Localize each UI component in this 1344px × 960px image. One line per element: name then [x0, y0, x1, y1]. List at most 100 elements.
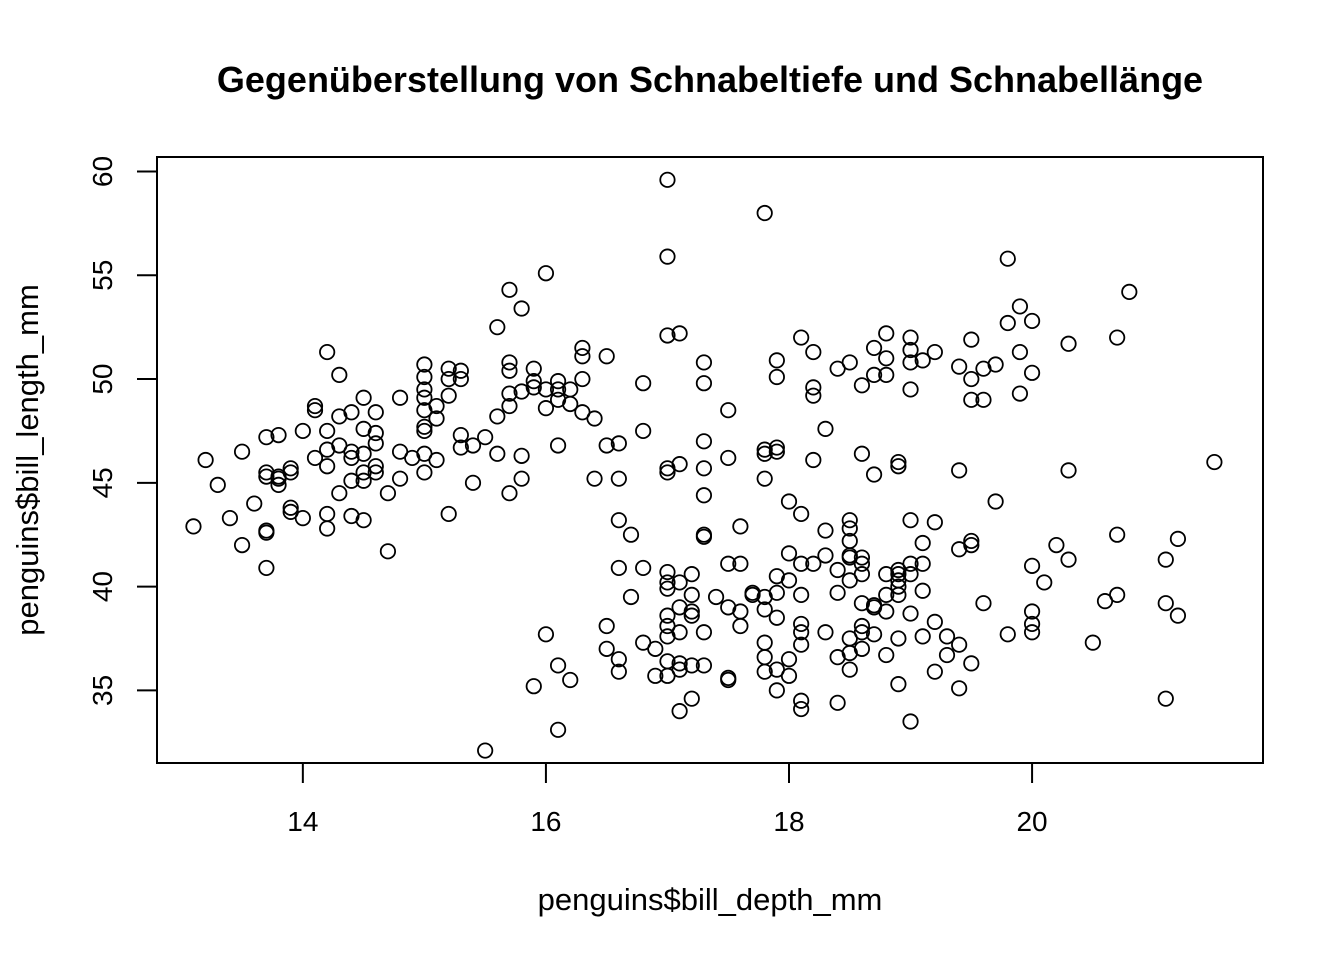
data-point: [902, 381, 919, 398]
data-point: [610, 512, 627, 529]
data-point: [367, 435, 384, 452]
data-point: [537, 381, 555, 398]
data-point: [452, 439, 469, 456]
data-point: [768, 682, 785, 699]
data-point: [768, 368, 785, 386]
data-point: [853, 549, 871, 566]
data-point: [841, 532, 858, 550]
data-point: [707, 588, 725, 606]
data-point: [233, 443, 251, 460]
data-point: [853, 445, 871, 462]
y-axis-label: penguins$bill_length_mm: [10, 284, 45, 636]
x-axis-label: penguins$bill_depth_mm: [538, 882, 883, 917]
x-tick-label: 14: [287, 806, 318, 837]
data-point: [853, 624, 871, 641]
data-point: [865, 339, 883, 357]
data-point: [501, 362, 518, 379]
data-point: [963, 331, 980, 348]
data-point: [598, 348, 615, 365]
data-point: [963, 532, 980, 550]
data-point: [671, 574, 688, 591]
data-point: [683, 566, 700, 583]
data-point: [951, 680, 968, 697]
data-point: [610, 559, 627, 577]
data-point: [440, 360, 457, 377]
data-points: [185, 171, 1223, 759]
data-point: [549, 657, 567, 674]
data-point: [768, 439, 785, 456]
data-point: [464, 437, 482, 454]
data-point: [720, 449, 737, 467]
data-point: [489, 408, 506, 425]
data-point: [756, 470, 773, 487]
y-tick-label: 40: [87, 571, 118, 602]
data-point: [1060, 551, 1077, 568]
data-point: [817, 522, 834, 539]
data-point: [963, 536, 980, 554]
data-point: [1011, 343, 1029, 361]
data-point: [865, 366, 883, 384]
data-point: [732, 617, 749, 635]
data-point: [732, 555, 749, 572]
data-point: [878, 350, 895, 367]
data-point: [732, 603, 749, 620]
data-point: [525, 360, 542, 377]
x-tick-label: 20: [1016, 806, 1047, 837]
data-point: [440, 505, 457, 523]
data-point: [695, 657, 713, 674]
data-point: [549, 381, 567, 398]
data-point: [926, 343, 943, 361]
data-point: [489, 319, 506, 336]
data-point: [562, 671, 579, 689]
data-point: [975, 391, 992, 408]
data-point: [1023, 557, 1041, 574]
data-point: [416, 368, 433, 386]
data-point: [1023, 615, 1041, 633]
data-point: [793, 586, 810, 603]
data-point: [853, 640, 871, 657]
data-point: [513, 300, 530, 317]
data-point: [379, 485, 397, 502]
data-point: [768, 609, 785, 626]
data-point: [695, 354, 713, 371]
data-point: [659, 171, 676, 188]
data-point: [926, 663, 943, 680]
data-point: [197, 451, 214, 469]
data-point: [853, 555, 871, 572]
data-point: [890, 566, 907, 583]
y-tick-label: 35: [87, 675, 118, 706]
data-point: [695, 526, 713, 543]
data-point: [695, 487, 713, 504]
data-point: [841, 520, 858, 537]
data-point: [780, 545, 798, 562]
data-point: [793, 700, 810, 718]
data-point: [902, 555, 919, 572]
data-point: [246, 495, 263, 512]
data-point: [1023, 603, 1041, 620]
y-tick-label: 50: [87, 363, 118, 394]
data-point: [598, 617, 615, 635]
data-point: [914, 555, 931, 572]
data-point: [756, 649, 773, 666]
data-point: [489, 445, 506, 462]
data-point: [635, 422, 652, 440]
data-point: [610, 663, 627, 680]
data-point: [416, 356, 433, 373]
data-point: [549, 721, 567, 738]
data-point: [780, 572, 798, 589]
data-point: [951, 358, 968, 375]
data-point: [185, 518, 202, 535]
y-tick-label: 55: [87, 260, 118, 291]
data-point: [428, 451, 445, 469]
data-point: [756, 441, 773, 458]
data-point: [963, 370, 980, 388]
data-point: [780, 651, 798, 668]
data-point: [1169, 607, 1187, 624]
data-point: [331, 485, 348, 502]
data-point: [1206, 453, 1223, 471]
data-point: [853, 617, 871, 635]
data-point: [233, 536, 251, 554]
data-point: [902, 713, 919, 730]
data-point: [416, 389, 433, 406]
data-point: [890, 458, 907, 475]
